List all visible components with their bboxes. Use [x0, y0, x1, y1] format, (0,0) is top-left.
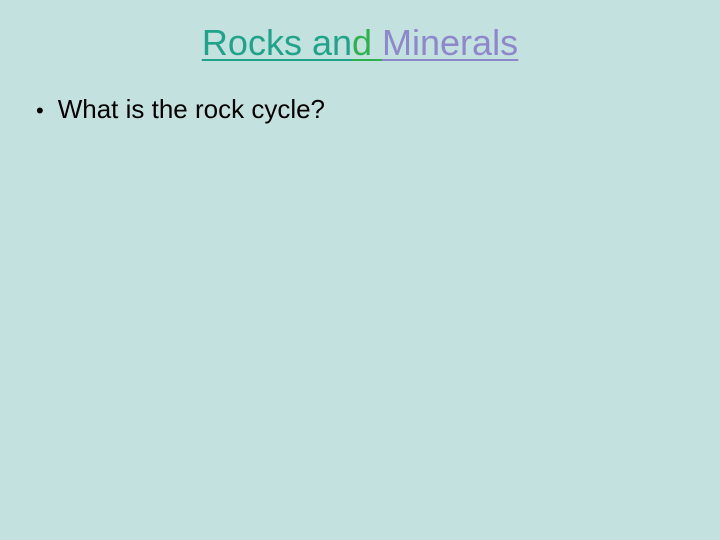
slide-body: • What is the rock cycle? — [0, 94, 720, 126]
bullet-text: What is the rock cycle? — [58, 94, 325, 125]
title-segment-2: d — [352, 22, 382, 63]
title-segment-3: Minerals — [382, 22, 518, 63]
bullet-marker: • — [36, 94, 44, 126]
title-segment-1: Rocks an — [202, 22, 352, 63]
slide: Rocks and Minerals • What is the rock cy… — [0, 0, 720, 540]
bullet-item: • What is the rock cycle? — [36, 94, 684, 126]
title-container: Rocks and Minerals — [0, 22, 720, 64]
slide-title: Rocks and Minerals — [202, 22, 518, 64]
